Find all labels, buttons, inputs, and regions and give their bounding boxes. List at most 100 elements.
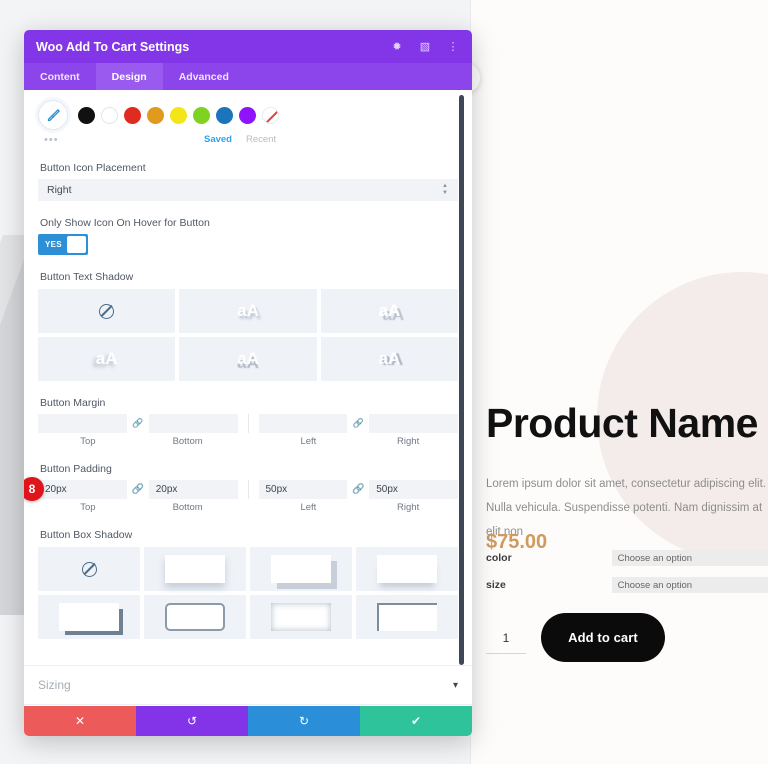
modal-tabs: Content Design Advanced bbox=[24, 63, 472, 90]
box-shadow-preset-none[interactable] bbox=[38, 547, 140, 591]
box-shadow-preset-soft[interactable] bbox=[144, 547, 246, 591]
box-shadow-swatch bbox=[165, 603, 225, 631]
box-shadow-swatch bbox=[59, 603, 119, 631]
margin-label-top: Top bbox=[80, 436, 96, 447]
tab-advanced[interactable]: Advanced bbox=[178, 70, 229, 83]
label-button-icon-placement: Button Icon Placement bbox=[40, 162, 146, 174]
padding-right-input[interactable]: 50px bbox=[369, 480, 458, 499]
product-price: $75.00 bbox=[486, 531, 548, 553]
box-shadow-preset-grid bbox=[38, 547, 458, 639]
margin-label-right: Right bbox=[397, 436, 420, 447]
tab-content[interactable]: Content bbox=[40, 70, 80, 83]
tab-saved-colors[interactable]: Saved bbox=[204, 134, 232, 145]
toggle-label-yes: YES bbox=[45, 240, 62, 249]
more-options-icon[interactable]: ••• bbox=[44, 134, 59, 146]
margin-label-left: Left bbox=[300, 436, 317, 447]
padding-top-input[interactable]: 20px bbox=[38, 480, 127, 499]
step-badge: 8 bbox=[24, 477, 44, 501]
margin-label-bottom: Bottom bbox=[172, 436, 203, 447]
select-button-icon-placement[interactable]: Right ▲ ▼ bbox=[38, 179, 458, 201]
box-shadow-preset-edge[interactable] bbox=[356, 595, 458, 639]
padding-label-bottom: Bottom bbox=[172, 502, 203, 513]
swatch-black[interactable] bbox=[78, 106, 95, 124]
quantity-input[interactable]: 1 bbox=[486, 622, 526, 654]
padding-left-input[interactable]: 50px bbox=[258, 480, 348, 499]
cancel-button[interactable]: ✕ bbox=[24, 706, 136, 736]
swatch-green[interactable] bbox=[193, 106, 210, 124]
accordion-label-sizing: Sizing bbox=[38, 678, 71, 692]
label-only-show-icon-on-hover: Only Show Icon On Hover for Button bbox=[40, 217, 210, 229]
attribute-row-color: color Choose an option bbox=[486, 550, 768, 566]
box-shadow-preset-corner[interactable] bbox=[38, 595, 140, 639]
product-title: Product Name bbox=[486, 400, 758, 446]
margin-top-input[interactable] bbox=[38, 414, 127, 433]
color-swatch-row bbox=[38, 100, 458, 130]
modal-header-actions: ✹ ▧ ⋮ bbox=[390, 40, 460, 54]
margin-labels: Top Bottom Left Right bbox=[38, 436, 458, 447]
modal-footer: ✕ ↺ ↻ ✔ bbox=[24, 706, 472, 736]
no-shadow-icon bbox=[99, 303, 115, 319]
swatch-transparent[interactable] bbox=[262, 106, 279, 124]
box-shadow-preset-bottom[interactable] bbox=[356, 547, 458, 591]
layout-panel-icon[interactable]: ▧ bbox=[419, 41, 431, 53]
text-shadow-preset-grid: aA aA aA aA aA bbox=[38, 289, 458, 381]
target-icon[interactable]: ✹ bbox=[392, 41, 402, 53]
eyedropper-icon[interactable] bbox=[38, 100, 68, 130]
aa-glyph: aA bbox=[378, 301, 401, 320]
swatch-white[interactable] bbox=[101, 106, 118, 124]
link-icon-margin-horizontal[interactable]: 🔗 bbox=[352, 418, 364, 428]
label-button-box-shadow: Button Box Shadow bbox=[40, 529, 133, 541]
add-to-cart-button[interactable]: Add to cart bbox=[541, 613, 665, 662]
accordion-sizing[interactable]: Sizing ▾ bbox=[24, 665, 472, 704]
attribute-row-size: size Choose an option bbox=[486, 577, 768, 593]
tab-recent-colors[interactable]: Recent bbox=[246, 134, 277, 145]
redo-button[interactable]: ↻ bbox=[248, 706, 360, 736]
link-icon-padding-horizontal[interactable]: 🔗 bbox=[352, 484, 365, 495]
attribute-label-size: size bbox=[486, 579, 506, 591]
box-shadow-preset-outline[interactable] bbox=[144, 595, 246, 639]
attribute-select-size[interactable]: Choose an option bbox=[611, 577, 768, 593]
scrollbar-track[interactable] bbox=[459, 92, 468, 704]
label-button-padding: Button Padding bbox=[40, 463, 112, 475]
swatch-blue[interactable] bbox=[216, 106, 233, 124]
padding-label-right: Right bbox=[397, 502, 420, 513]
margin-vertical-group: 🔗 bbox=[38, 414, 238, 433]
tab-design[interactable]: Design bbox=[95, 63, 163, 90]
padding-labels: Top Bottom Left Right bbox=[38, 502, 458, 513]
undo-button[interactable]: ↺ bbox=[136, 706, 248, 736]
save-button[interactable]: ✔ bbox=[360, 706, 472, 736]
text-shadow-preset-2[interactable]: aA bbox=[320, 289, 458, 333]
swatch-purple[interactable] bbox=[239, 106, 256, 124]
label-button-text-shadow: Button Text Shadow bbox=[40, 271, 134, 283]
chevron-down-icon: ▾ bbox=[452, 679, 458, 691]
toggle-only-show-icon-on-hover[interactable]: YES bbox=[38, 234, 88, 255]
text-shadow-preset-1[interactable]: aA bbox=[179, 289, 317, 333]
box-shadow-preset-inset[interactable] bbox=[250, 595, 352, 639]
link-icon-padding-vertical[interactable]: 🔗 bbox=[131, 484, 144, 495]
aa-glyph: aA bbox=[378, 349, 401, 368]
link-icon-margin-vertical[interactable]: 🔗 bbox=[132, 418, 144, 428]
attribute-select-color[interactable]: Choose an option bbox=[611, 550, 768, 566]
text-shadow-preset-3[interactable]: aA bbox=[38, 337, 176, 381]
text-shadow-preset-4[interactable]: aA bbox=[179, 337, 317, 381]
swatch-yellow[interactable] bbox=[170, 106, 187, 124]
box-shadow-preset-right[interactable] bbox=[250, 547, 352, 591]
label-button-margin: Button Margin bbox=[40, 397, 106, 409]
padding-bottom-input[interactable]: 20px bbox=[148, 480, 238, 499]
text-shadow-preset-none[interactable] bbox=[38, 289, 176, 333]
aa-glyph: aA bbox=[237, 349, 259, 368]
swatch-orange[interactable] bbox=[147, 106, 164, 124]
more-vertical-icon[interactable]: ⋮ bbox=[447, 41, 459, 53]
margin-left-input[interactable] bbox=[258, 414, 348, 433]
box-shadow-swatch bbox=[271, 555, 331, 583]
accordion-spacing[interactable]: Spacing ▾ bbox=[24, 704, 472, 706]
chevron-updown-icon: ▲ ▼ bbox=[442, 183, 448, 196]
text-shadow-preset-5[interactable]: aA bbox=[320, 337, 458, 381]
swatch-red[interactable] bbox=[124, 106, 141, 124]
margin-right-input[interactable] bbox=[369, 414, 458, 433]
scrollbar-thumb[interactable] bbox=[459, 95, 464, 665]
toggle-knob bbox=[66, 236, 86, 253]
padding-divider bbox=[247, 480, 249, 499]
margin-bottom-input[interactable] bbox=[148, 414, 238, 433]
